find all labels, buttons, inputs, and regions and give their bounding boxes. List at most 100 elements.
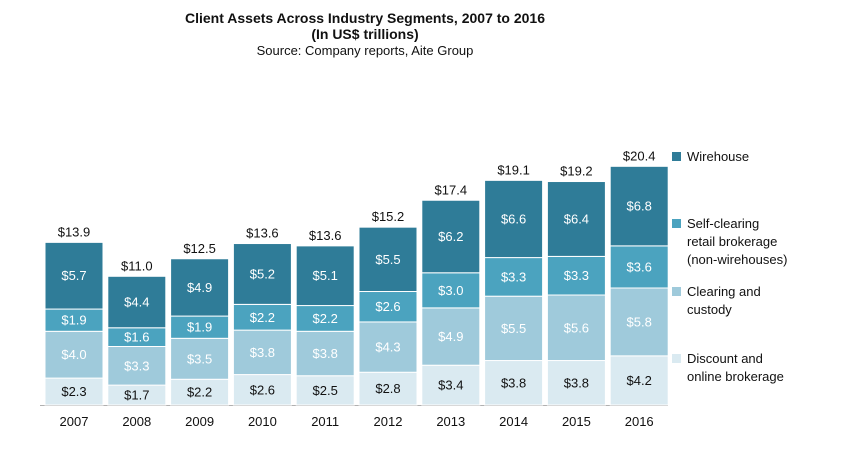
bar-segment	[170, 258, 230, 317]
legend-swatch	[672, 354, 681, 363]
segment-value-label: $2.6	[250, 382, 275, 397]
segment-value-label: $1.9	[61, 313, 86, 328]
bar-segment	[44, 330, 104, 379]
bar-segment	[609, 165, 669, 247]
bar-total-label: $20.4	[623, 148, 656, 163]
bar-segment	[295, 330, 355, 377]
bar-segment	[421, 307, 481, 366]
segment-value-label: $5.5	[375, 252, 400, 267]
x-tick-label: 2008	[122, 414, 151, 429]
segment-value-label: $2.2	[250, 310, 275, 325]
segment-value-label: $6.4	[564, 211, 589, 226]
legend-item: Self-clearing retail brokerage (non-wireho…	[672, 215, 847, 269]
x-tick-label: 2010	[248, 414, 277, 429]
segment-value-label: $2.3	[61, 384, 86, 399]
x-tick-label: 2011	[311, 414, 339, 429]
bar-total-label: $13.6	[246, 226, 279, 241]
segment-value-label: $3.3	[501, 269, 526, 284]
segment-value-label: $4.0	[61, 347, 86, 362]
bar-segment	[295, 245, 355, 307]
bar-total-label: $12.5	[183, 241, 216, 256]
legend-label: Discount and online brokerage	[687, 351, 784, 384]
bar-segment	[232, 303, 292, 331]
bar-total-label: $11.0	[121, 258, 153, 273]
legend-item: Discount and online brokerage	[672, 350, 847, 386]
bar-total-label: $13.6	[309, 228, 342, 243]
segment-value-label: $3.8	[313, 346, 338, 361]
segment-value-label: $3.3	[564, 268, 589, 283]
bar-segment	[358, 226, 418, 293]
segment-value-label: $3.8	[250, 345, 275, 360]
segment-value-label: $3.5	[187, 351, 212, 366]
bar-segment	[546, 255, 606, 296]
segment-value-label: $2.2	[313, 311, 338, 326]
bar-segment	[295, 305, 355, 332]
segment-value-label: $2.8	[375, 381, 400, 396]
bar-total-label: $17.4	[435, 182, 468, 197]
x-tick-label: 2013	[436, 414, 465, 429]
bar-segment	[44, 241, 104, 310]
bar-segment	[170, 378, 230, 406]
segment-value-label: $3.6	[627, 259, 652, 274]
segment-value-label: $4.9	[438, 329, 463, 344]
bar-segment	[44, 377, 104, 406]
segment-value-label: $5.8	[627, 314, 652, 329]
segment-value-label: $3.8	[564, 375, 589, 390]
bar-segment	[421, 199, 481, 274]
segment-value-label: $2.5	[313, 383, 338, 398]
bar-segment	[546, 360, 606, 406]
bar-segment	[484, 179, 544, 259]
bar-segment	[107, 275, 167, 329]
segment-value-label: $4.3	[375, 340, 400, 355]
segment-value-label: $1.7	[124, 388, 149, 403]
legend-swatch	[672, 152, 681, 161]
legend-item: Wirehouse	[672, 148, 847, 166]
segment-value-label: $6.8	[627, 199, 652, 214]
segment-value-label: $4.2	[627, 373, 652, 388]
legend-label: Wirehouse	[687, 149, 750, 164]
bar-total-label: $19.1	[497, 162, 530, 177]
legend-label: Self-clearing retail brokerage (non-wireho…	[687, 216, 788, 267]
bar-total-label: $19.2	[560, 164, 593, 179]
legend-swatch	[672, 287, 681, 296]
segment-value-label: $4.9	[187, 280, 212, 295]
x-tick-label: 2007	[60, 414, 89, 429]
chart-source: Source: Company reports, Aite Group	[256, 43, 474, 58]
x-tick-label: 2014	[499, 414, 528, 429]
segment-value-label: $2.6	[375, 299, 400, 314]
bar-segment	[107, 346, 167, 386]
x-tick-label: 2012	[374, 414, 403, 429]
bar-segment	[358, 371, 418, 406]
legend-item: Clearing and custody	[672, 283, 847, 319]
bar-segment	[170, 337, 230, 380]
chart-title: Client Assets Across Industry Segments, …	[185, 10, 545, 26]
bar-segment	[609, 245, 669, 289]
bar-segment	[546, 294, 606, 362]
bar-segment	[232, 243, 292, 305]
segment-value-label: $6.6	[501, 211, 526, 226]
segment-value-label: $5.5	[501, 321, 526, 336]
bar-segment	[609, 287, 669, 357]
bar-segment	[421, 272, 481, 309]
x-tick-label: 2015	[562, 414, 591, 429]
legend-label: Clearing and custody	[687, 284, 761, 317]
bar-total-label: $13.9	[58, 224, 91, 239]
bar-segment	[232, 329, 292, 376]
segment-value-label: $1.9	[187, 320, 212, 335]
legend-swatch	[672, 219, 681, 228]
segment-value-label: $2.2	[187, 385, 212, 400]
segment-value-label: $1.6	[124, 330, 149, 345]
segment-value-label: $3.4	[438, 378, 463, 393]
segment-value-label: $3.0	[438, 283, 463, 298]
x-tick-label: 2009	[185, 414, 214, 429]
segment-value-label: $4.4	[124, 295, 149, 310]
bar-segment	[484, 257, 544, 297]
segment-value-label: $5.1	[313, 268, 338, 283]
segment-value-label: $5.6	[564, 320, 589, 335]
x-tick-label: 2016	[625, 414, 654, 429]
segment-value-label: $6.2	[438, 229, 463, 244]
bar-segment	[546, 181, 606, 257]
segment-value-label: $3.3	[124, 358, 149, 373]
segment-value-label: $5.2	[250, 266, 275, 281]
